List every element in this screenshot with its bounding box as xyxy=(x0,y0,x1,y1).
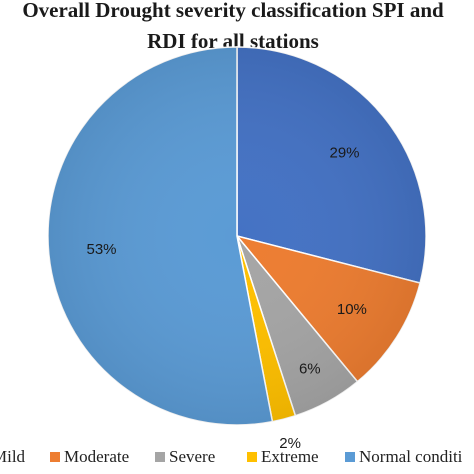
legend-label: Moderate xyxy=(64,447,129,466)
legend-swatch xyxy=(50,452,60,462)
chart-title-line-1: Overall Drought severity classification … xyxy=(22,0,444,22)
legend-item-severe: Severe xyxy=(155,447,215,466)
legend-swatch xyxy=(155,452,165,462)
legend-item-normal-conditi: Normal conditi xyxy=(345,447,463,466)
legend-item-mild: Mild xyxy=(0,447,26,466)
data-label-normal-conditi: 53% xyxy=(86,241,116,258)
legend-swatch xyxy=(345,452,355,462)
legend-label: Severe xyxy=(169,447,215,466)
data-label-extreme: 2% xyxy=(279,435,301,452)
chart-legend: Mild Moderate Severe Extreme Normal conditi xyxy=(0,447,463,466)
legend-item-extreme: Extreme xyxy=(247,447,319,466)
legend-label: Mild xyxy=(0,447,26,466)
pie-data-labels: 29% 10% 6% 2% 53% xyxy=(86,145,366,452)
data-label-mild: 29% xyxy=(329,145,359,162)
legend-label: Extreme xyxy=(261,447,319,466)
data-label-moderate: 10% xyxy=(337,301,367,318)
legend-swatch xyxy=(247,452,257,462)
pie-slices xyxy=(47,46,427,426)
data-label-severe: 6% xyxy=(299,361,321,378)
legend-item-moderate: Moderate xyxy=(50,447,129,466)
legend-label: Normal conditi xyxy=(359,447,463,466)
